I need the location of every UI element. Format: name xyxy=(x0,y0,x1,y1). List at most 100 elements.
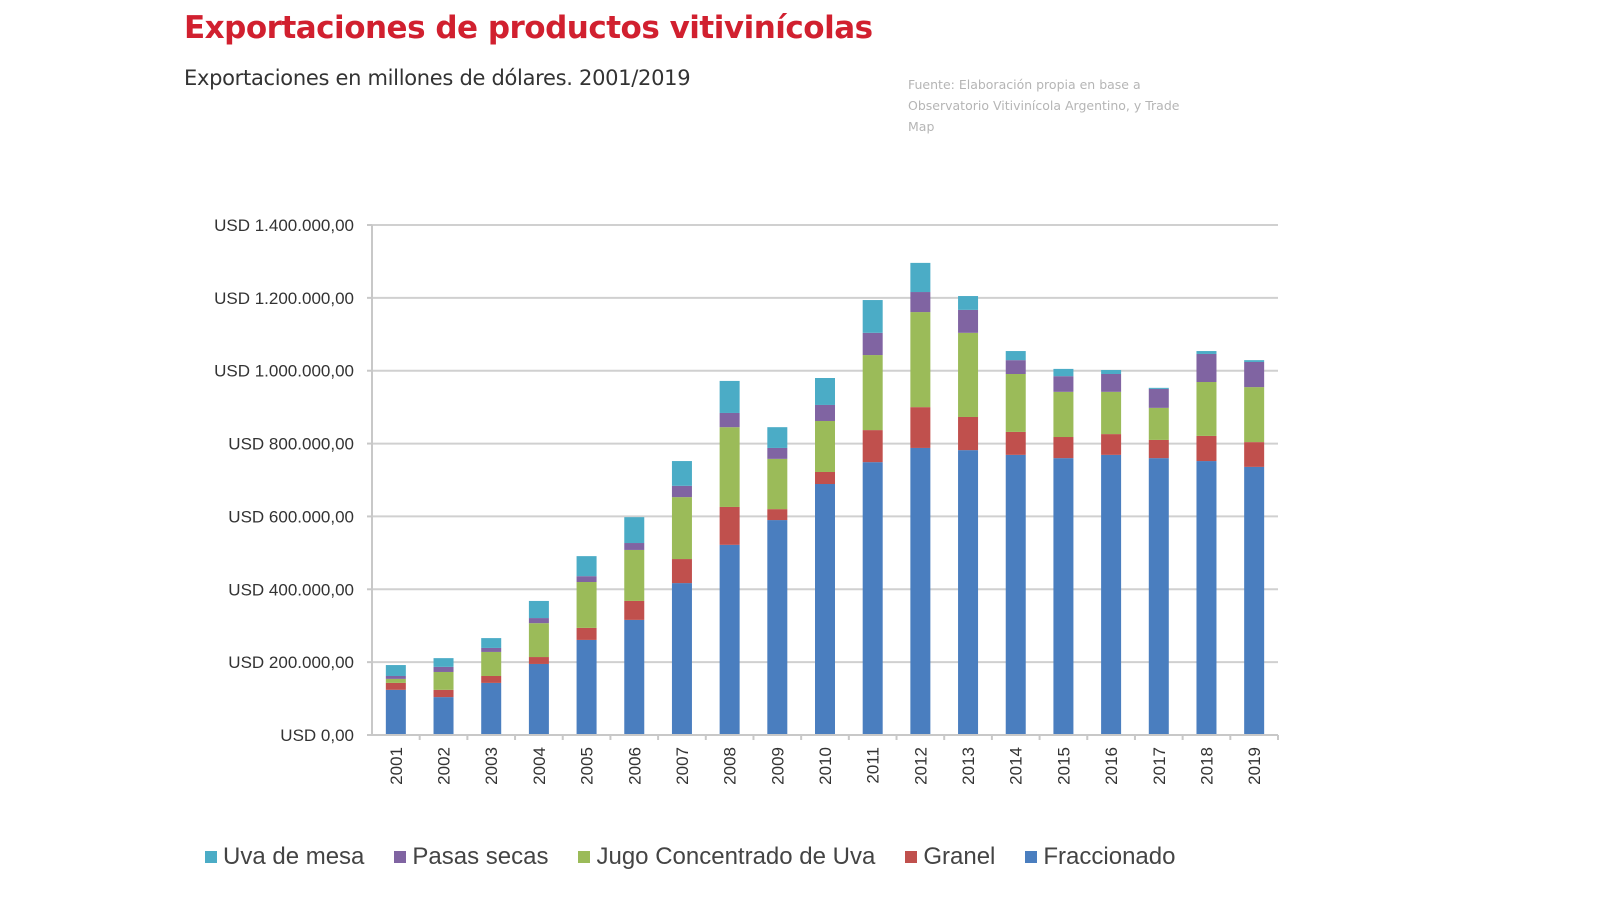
bar-segment-jugo-concentrado-de-uva xyxy=(862,355,883,431)
bar-segment-fraccionado xyxy=(1101,454,1122,735)
bar-segment-fraccionado xyxy=(385,689,406,735)
y-tick-label: USD 600.000,00 xyxy=(228,507,354,526)
bar-segment-granel xyxy=(1053,437,1074,459)
bar-segment-uva-de-mesa xyxy=(1196,351,1217,354)
bar-segment-fraccionado xyxy=(624,619,645,735)
bar-segment-pasas-secas xyxy=(958,309,979,333)
bar-segment-uva-de-mesa xyxy=(624,517,645,544)
x-tick-label: 2012 xyxy=(911,747,930,785)
bar-segment-fraccionado xyxy=(958,450,979,735)
x-axis: 2001 2002 2003 2004 2005 2006 2007 2008 2009 2010… xyxy=(372,734,1279,785)
x-tick-label: 2004 xyxy=(530,747,549,785)
bar-segment-fraccionado xyxy=(862,462,883,735)
bars xyxy=(385,262,1265,735)
legend-label: Uva de mesa xyxy=(223,843,365,870)
bar-segment-fraccionado xyxy=(528,663,549,735)
legend-item: Uva de mesa xyxy=(205,843,364,871)
bar-segment-fraccionado xyxy=(481,682,502,735)
bar-segment-pasas-secas xyxy=(624,543,645,550)
source-note: Fuente: Elaboración propia en base a Obs… xyxy=(908,77,1180,134)
bar-segment-jugo-concentrado-de-uva xyxy=(719,427,740,507)
bar-segment-pasas-secas xyxy=(1005,360,1026,374)
bar-segment-pasas-secas xyxy=(1053,376,1074,392)
bar-segment-jugo-concentrado-de-uva xyxy=(1244,387,1265,443)
legend-label: Jugo Concentrado de Uva xyxy=(596,843,876,870)
bar-segment-fraccionado xyxy=(671,583,692,735)
bar-segment-fraccionado xyxy=(1196,461,1217,735)
bar-segment-granel xyxy=(767,509,788,521)
legend-label: Fraccionado xyxy=(1043,843,1176,870)
bar-segment-fraccionado xyxy=(910,447,931,735)
bar-segment-uva-de-mesa xyxy=(433,658,454,667)
bar-segment-pasas-secas xyxy=(1148,388,1169,408)
bar-segment-uva-de-mesa xyxy=(1148,387,1169,389)
bar-segment-fraccionado xyxy=(1005,454,1026,735)
x-tick-label: 2013 xyxy=(959,747,978,785)
bar-segment-pasas-secas xyxy=(1101,373,1122,392)
legend-item: Jugo Concentrado de Uva xyxy=(578,843,875,871)
bar-segment-fraccionado xyxy=(767,520,788,735)
x-tick-label: 2018 xyxy=(1197,747,1216,785)
bar-segment-uva-de-mesa xyxy=(1244,360,1265,362)
x-tick-label: 2017 xyxy=(1150,747,1169,785)
bar-segment-pasas-secas xyxy=(767,447,788,459)
bar-segment-uva-de-mesa xyxy=(767,427,788,448)
bar-segment-jugo-concentrado-de-uva xyxy=(958,332,979,417)
bar-segment-fraccionado xyxy=(815,484,835,735)
bar-segment-granel xyxy=(910,407,931,448)
y-tick-label: USD 1.000.000,00 xyxy=(214,362,354,381)
x-tick-label: 2019 xyxy=(1245,747,1264,785)
bar-segment-uva-de-mesa xyxy=(719,380,740,413)
bar-segment-granel xyxy=(1148,439,1169,459)
bar-segment-pasas-secas xyxy=(385,675,406,679)
bar-segment-jugo-concentrado-de-uva xyxy=(576,582,597,628)
bar-segment-jugo-concentrado-de-uva xyxy=(767,458,788,510)
bar-segment-jugo-concentrado-de-uva xyxy=(1053,391,1074,438)
legend-swatch xyxy=(905,851,918,863)
chart-subtitle: Exportaciones en millones de dólares. 20… xyxy=(184,66,691,90)
bar-segment-granel xyxy=(1005,431,1026,455)
legend-swatch xyxy=(578,851,591,863)
bar-segment-jugo-concentrado-de-uva xyxy=(624,549,645,601)
bar-segment-granel xyxy=(528,657,549,664)
bar-segment-pasas-secas xyxy=(719,412,740,428)
y-tick-label: USD 800.000,00 xyxy=(228,435,354,454)
legend-label: Granel xyxy=(923,843,996,870)
bar-segment-uva-de-mesa xyxy=(385,665,406,676)
bar-segment-pasas-secas xyxy=(671,485,692,498)
bar-segment-jugo-concentrado-de-uva xyxy=(910,312,931,408)
x-tick-label: 2016 xyxy=(1102,747,1121,785)
bar-segment-granel xyxy=(815,471,835,485)
bar-segment-granel xyxy=(385,682,406,690)
legend-swatch xyxy=(394,851,407,863)
bar-segment-pasas-secas xyxy=(481,647,502,652)
y-tick-label: USD 1.400.000,00 xyxy=(214,216,354,235)
x-tick-label: 2014 xyxy=(1007,747,1026,785)
bar-segment-uva-de-mesa xyxy=(862,300,883,333)
x-tick-label: 2010 xyxy=(816,747,835,785)
bar-segment-uva-de-mesa xyxy=(671,461,692,486)
bar-segment-granel xyxy=(481,675,502,683)
y-tick-label: USD 0,00 xyxy=(280,726,354,745)
legend-swatch xyxy=(205,851,217,863)
legend-label: Pasas secas xyxy=(412,843,549,870)
bar-segment-jugo-concentrado-de-uva xyxy=(1196,382,1217,436)
bar-segment-uva-de-mesa xyxy=(910,262,931,293)
bar-segment-jugo-concentrado-de-uva xyxy=(385,678,406,683)
x-tick-label: 2009 xyxy=(768,747,787,785)
y-axis: USD 0,00 USD 200.000,00 USD 400.000,00 USD … xyxy=(214,216,373,745)
bar-segment-pasas-secas xyxy=(910,292,931,313)
x-tick-label: 2015 xyxy=(1054,747,1073,785)
y-tick-label: USD 1.200.000,00 xyxy=(214,289,354,308)
bar-segment-pasas-secas xyxy=(1196,353,1217,383)
bar-segment-fraccionado xyxy=(576,639,597,735)
bar-segment-fraccionado xyxy=(1244,466,1265,735)
bar-segment-granel xyxy=(862,430,883,463)
x-tick-label: 2001 xyxy=(387,747,406,785)
bar-segment-pasas-secas xyxy=(1244,361,1265,388)
bar-segment-granel xyxy=(576,627,597,640)
bar-segment-pasas-secas xyxy=(815,404,835,421)
x-tick-label: 2006 xyxy=(625,747,644,785)
legend-swatch xyxy=(1025,851,1038,863)
